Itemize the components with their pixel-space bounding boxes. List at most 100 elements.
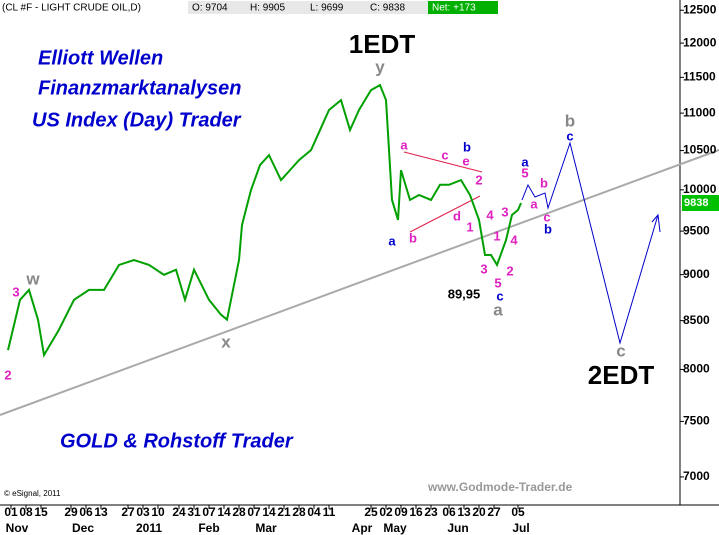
x-tick-label: 31 [187, 505, 201, 519]
y-tick-label: 10500 [683, 143, 717, 157]
website: www.Godmode-Trader.de [427, 480, 573, 494]
title: Finanzmarktanalysen [38, 77, 241, 99]
x-tick-label: 14 [217, 505, 231, 519]
month-label: Jul [512, 521, 529, 535]
x-tick-label: 05 [511, 505, 525, 519]
x-tick-label: 29 [64, 505, 78, 519]
x-tick-label: 13 [457, 505, 471, 519]
y-tick-label: 12500 [683, 2, 717, 16]
wave-label: 2 [475, 172, 482, 187]
price-line [7, 83, 522, 358]
x-tick-label: 28 [232, 505, 246, 519]
wave-label: 4 [510, 232, 518, 247]
month-label: Mar [255, 521, 277, 535]
wave-label: c [616, 341, 625, 360]
wave-label: a [388, 233, 396, 248]
wave-label: e [462, 153, 469, 168]
wave-label: b [409, 230, 417, 245]
wave-label: a [400, 137, 408, 152]
x-tick-label: 07 [202, 505, 216, 519]
x-tick-label: 28 [292, 505, 306, 519]
x-tick-label: 25 [364, 505, 378, 519]
x-tick-label: 21 [277, 505, 291, 519]
x-tick-label: 11 [323, 505, 336, 519]
title: Elliott Wellen [38, 47, 163, 69]
month-label: 2011 [136, 521, 162, 535]
x-tick-label: 15 [34, 505, 48, 519]
y-tick-label: 8000 [683, 362, 710, 376]
wave-label: 2 [506, 263, 513, 278]
wave-label: x [221, 332, 231, 351]
title: US Index (Day) Trader [32, 109, 242, 131]
close: C: 9838 [370, 3, 405, 14]
x-tick-label: 08 [19, 505, 33, 519]
wave-label: 3 [480, 261, 487, 276]
wave-label: 89,95 [448, 286, 481, 301]
x-tick-label: 14 [262, 505, 276, 519]
x-tick-label: 06 [442, 505, 456, 519]
x-tick-label: 06 [79, 505, 93, 519]
x-tick-label: 07 [247, 505, 261, 519]
wave-label: a [530, 196, 538, 211]
last-price: 9838 [684, 197, 708, 209]
wave-label: b [463, 139, 471, 154]
y-tick-label: 9000 [683, 267, 710, 281]
x-tick-label: 16 [409, 505, 423, 519]
wave-label: 3 [501, 204, 508, 219]
projection-line [521, 141, 659, 345]
open: O: 9704 [192, 3, 228, 14]
month-label: Apr [352, 521, 373, 535]
triangle-line [409, 195, 481, 233]
low: L: 9699 [310, 3, 344, 14]
wave-label: 2EDT [588, 360, 655, 390]
wave-label: y [375, 57, 385, 76]
trend-line [0, 149, 719, 416]
header-box [188, 1, 498, 14]
x-tick-label: 27 [121, 505, 135, 519]
net: Net: +173 [432, 3, 476, 14]
wave-label: d [453, 208, 461, 223]
x-tick-label: 04 [307, 505, 321, 519]
wave-label: a [493, 300, 503, 319]
y-tick-label: 11500 [683, 70, 716, 84]
x-tick-label: 13 [94, 505, 108, 519]
x-tick-label: 23 [424, 505, 438, 519]
wave-label: 1 [466, 219, 473, 234]
month-label: Feb [198, 521, 219, 535]
month-label: Dec [72, 521, 94, 535]
symbol: (CL #F - LIGHT CRUDE OIL,D) [2, 3, 141, 14]
x-tick-label: 27 [487, 505, 501, 519]
wave-label: c [496, 288, 503, 303]
y-tick-label: 11000 [683, 105, 716, 119]
x-tick-label: 09 [394, 505, 408, 519]
month-label: Jun [447, 521, 468, 535]
y-tick-label: 7000 [683, 469, 710, 483]
wave-label: 4 [486, 207, 494, 222]
x-tick-label: 02 [379, 505, 393, 519]
x-tick-label: 20 [472, 505, 486, 519]
wave-label: b [540, 175, 548, 190]
net-box [428, 1, 498, 14]
wave-label: 1EDT [349, 29, 416, 59]
wave-label: w [25, 269, 40, 288]
high: H: 9905 [250, 3, 285, 14]
y-tick-label: 9500 [683, 223, 710, 237]
x-tick-label: 01 [4, 505, 18, 519]
y-tick-label: 10000 [683, 182, 717, 196]
month-label: May [383, 521, 407, 535]
y-tick-label: 7500 [683, 414, 710, 428]
wave-label: 2 [4, 367, 11, 382]
wave-label: c [441, 147, 448, 162]
month-label: Nov [6, 521, 29, 535]
x-tick-label: 24 [172, 505, 186, 519]
wave-label: 3 [12, 284, 19, 299]
price-tag [682, 195, 719, 211]
wave-label: 5 [521, 165, 528, 180]
copyright: © eSignal, 2011 [4, 489, 61, 498]
wave-label: c [566, 128, 573, 143]
wave-label: c [543, 209, 550, 224]
y-tick-label: 8500 [683, 313, 710, 327]
